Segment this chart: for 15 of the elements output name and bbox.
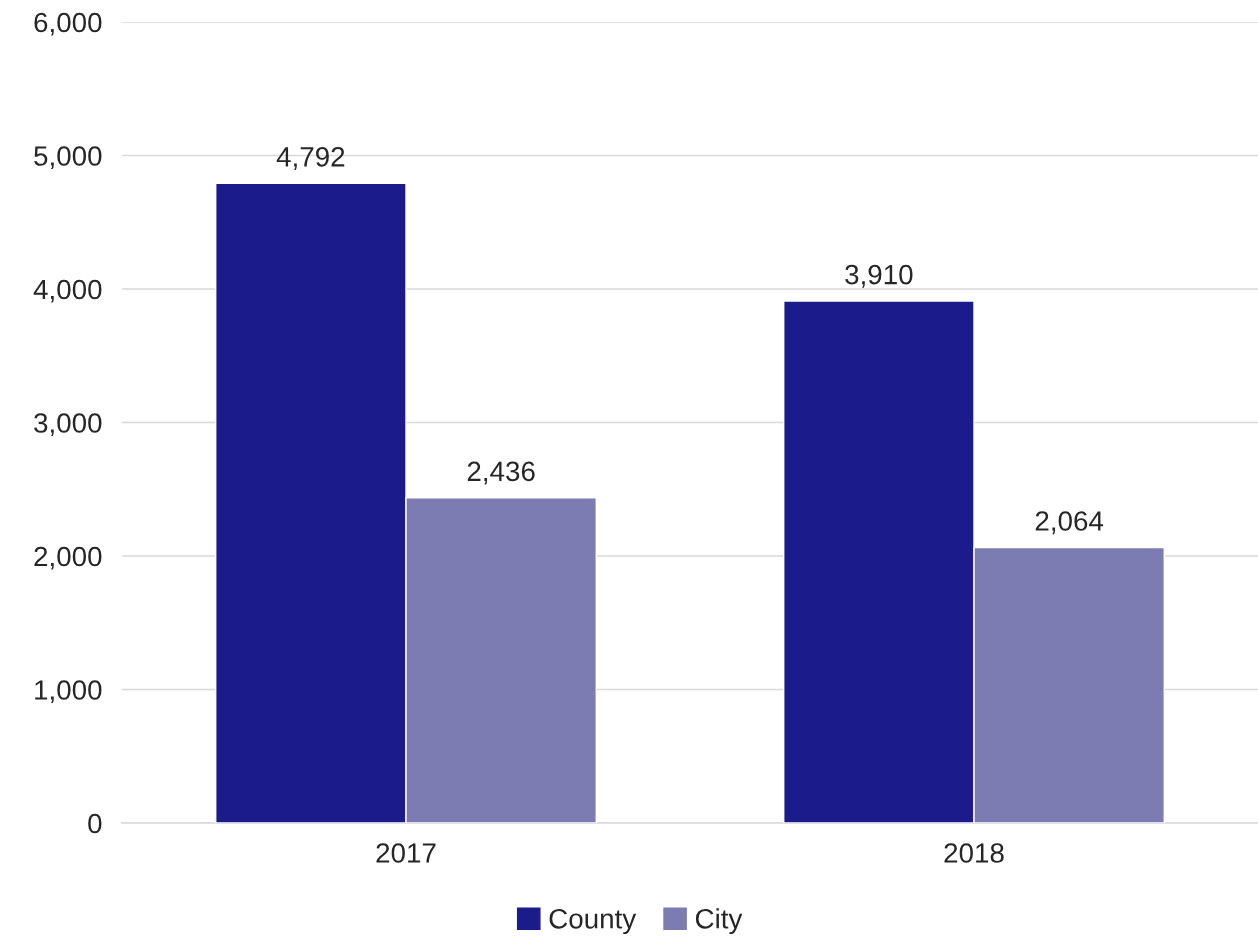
- data-label: 4,792: [276, 147, 345, 170]
- data-label: 2,436: [467, 461, 535, 485]
- x-tick-label: 2017: [376, 843, 436, 863]
- y-tick-label: 6,000: [34, 12, 102, 36]
- y-tick-label: 1,000: [35, 680, 102, 704]
- legend-label: City: [695, 908, 743, 935]
- y-tick-label: 0: [88, 813, 102, 834]
- data-label: 3,910: [845, 264, 913, 288]
- x-tick-label: 2018: [944, 843, 1004, 863]
- y-tick-label: 2,000: [34, 546, 102, 570]
- legend-label: County: [549, 908, 637, 935]
- y-tick-label: 3,000: [34, 413, 102, 437]
- data-label: 2,064: [1035, 511, 1104, 535]
- y-tick-label: 5,000: [34, 146, 102, 170]
- y-tick-label: 4,000: [33, 279, 102, 303]
